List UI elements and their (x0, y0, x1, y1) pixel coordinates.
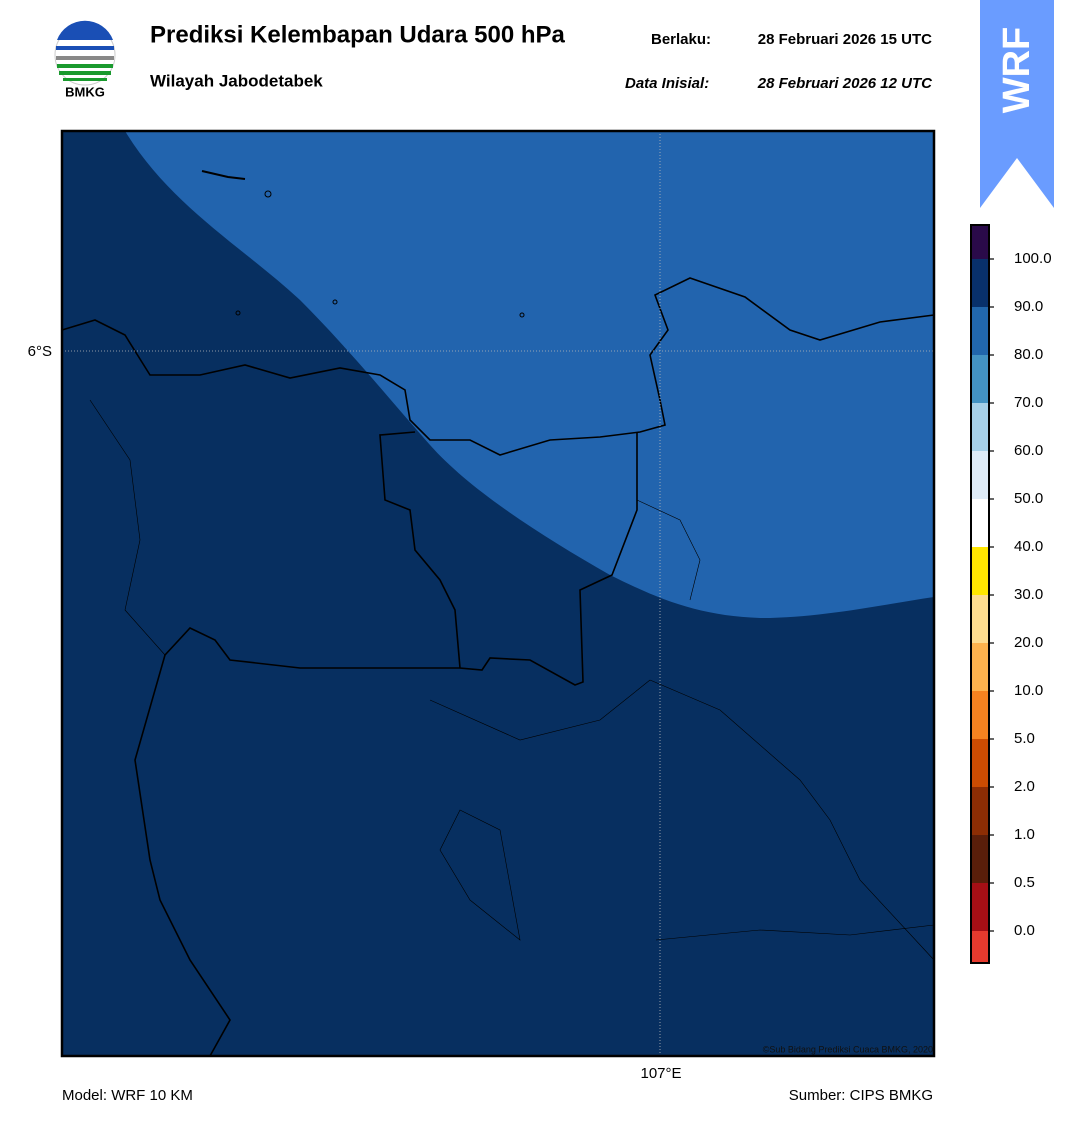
colorbar-segment (971, 499, 989, 547)
colorbar-label: 90.0 (1014, 298, 1043, 315)
title: Prediksi Kelembapan Udara 500 hPa (150, 21, 566, 48)
colorbar: 0.0 0.5 1.0 2.0 5.0 10.0 20.0 30.0 40.0 50.0 60.0 7… (970, 224, 1052, 964)
colorbar-label: 40.0 (1014, 538, 1043, 555)
lon-label: 107°E (640, 1065, 681, 1082)
colorbar-segment (971, 451, 989, 499)
colorbar-segment (971, 225, 989, 259)
colorbar-label: 10.0 (1014, 682, 1043, 699)
colorbar-label: 60.0 (1014, 442, 1043, 459)
colorbar-label: 30.0 (1014, 586, 1043, 603)
lat-label: 6°S (28, 343, 52, 360)
colorbar-label: 20.0 (1014, 634, 1043, 651)
logo-text: BMKG (65, 84, 105, 99)
logo: BMKG (54, 20, 116, 99)
colorbar-segment (971, 691, 989, 739)
colorbar-segment (971, 355, 989, 403)
colorbar-segment (971, 643, 989, 691)
footer-source: Sumber: CIPS BMKG (789, 1087, 933, 1104)
map: ©Sub Bidang Prediksi Cuaca BMKG, 2020 (60, 129, 936, 1058)
colorbar-frame (970, 224, 990, 964)
colorbar-label: 0.5 (1014, 874, 1035, 891)
valid-time: 28 Februari 2026 15 UTC (758, 31, 932, 48)
colorbar-segment (971, 787, 989, 835)
colorbar-segment (971, 403, 989, 451)
init-label: Data Inisial: (625, 75, 709, 92)
colorbar-segment (971, 595, 989, 643)
colorbar-label: 0.0 (1014, 922, 1035, 939)
colorbar-segment (971, 739, 989, 787)
colorbar-label: 5.0 (1014, 730, 1035, 747)
init-time: 28 Februari 2026 12 UTC (757, 75, 933, 92)
colorbar-label: 1.0 (1014, 826, 1035, 843)
footer-model: Model: WRF 10 KM (62, 1087, 193, 1104)
colorbar-label: 70.0 (1014, 394, 1043, 411)
valid-label: Berlaku: (651, 31, 711, 48)
colorbar-segment (971, 307, 989, 355)
colorbar-segment (971, 883, 989, 931)
badge (980, 0, 1054, 208)
colorbar-label: 2.0 (1014, 778, 1035, 795)
badge-text: WRF (996, 27, 1038, 114)
subtitle: Wilayah Jabodetabek (150, 71, 323, 90)
colorbar-segment (971, 259, 989, 307)
credit: ©Sub Bidang Prediksi Cuaca BMKG, 2020 (763, 1044, 933, 1054)
colorbar-label: 100.0 (1014, 250, 1052, 267)
colorbar-label: 80.0 (1014, 346, 1043, 363)
colorbar-segment (971, 547, 989, 595)
colorbar-segment (971, 835, 989, 883)
colorbar-segment (971, 931, 989, 963)
colorbar-label: 50.0 (1014, 490, 1043, 507)
